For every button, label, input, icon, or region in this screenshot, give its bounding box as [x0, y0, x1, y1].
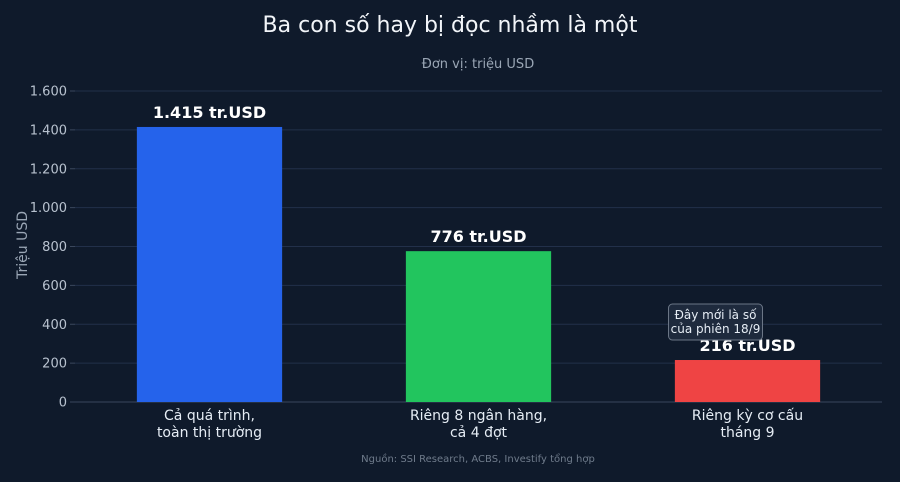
- x-tick-label: Riêng 8 ngân hàng, cả 4 đợt: [410, 408, 547, 441]
- bar: [136, 126, 283, 402]
- y-tick-label: 800: [42, 240, 67, 255]
- source-note: Nguồn: SSI Research, ACBS, Investify tổn…: [361, 452, 595, 465]
- x-tick-label: Riêng kỳ cơ cấu tháng 9: [692, 408, 803, 441]
- chart-title: Ba con số hay bị đọc nhầm là một: [263, 13, 638, 38]
- y-tick-label: 200: [42, 357, 67, 372]
- annotation-box: [668, 303, 763, 341]
- bar: [405, 251, 552, 402]
- chart-subtitle: Đơn vị: triệu USD: [422, 57, 534, 72]
- data-label: 776 tr.USD: [430, 227, 526, 246]
- y-tick-label: 1.600: [30, 85, 67, 100]
- y-axis-label: Triệu USD: [15, 211, 31, 280]
- annotation-text: Đây mới là số: [675, 308, 758, 322]
- bar: [674, 360, 821, 402]
- data-label: 1.415 tr.USD: [153, 103, 266, 122]
- y-tick-label: 400: [42, 318, 67, 333]
- data-label: 216 tr.USD: [699, 336, 795, 355]
- x-tick-label: Cả quá trình, toàn thị trường: [157, 408, 262, 441]
- y-tick-label: 1.000: [30, 201, 67, 216]
- y-tick-label: 0: [59, 396, 67, 411]
- y-tick-label: 1.200: [30, 162, 67, 177]
- y-tick-label: 600: [42, 279, 67, 294]
- y-tick-label: 1.400: [30, 123, 67, 138]
- annotation-text: của phiên 18/9: [671, 322, 761, 336]
